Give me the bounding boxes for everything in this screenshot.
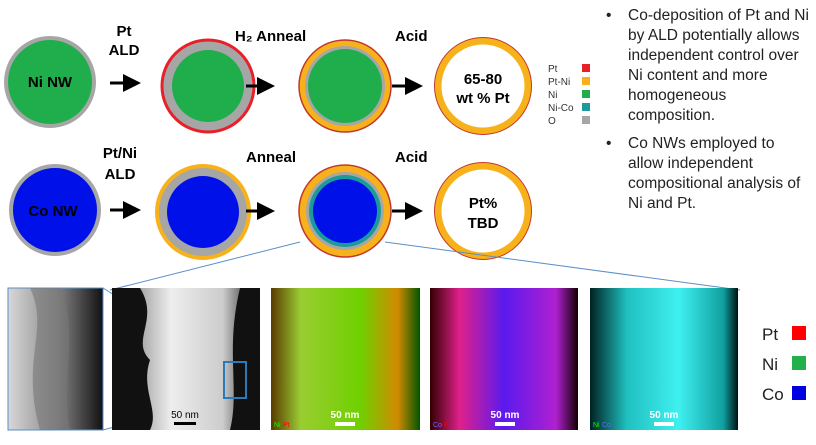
bullet-item: Co NWs employed to allow independent com… (600, 134, 812, 214)
svg-text:50 nm: 50 nm (491, 410, 520, 421)
eds-map-co-pt: 50 nm Co Pt (430, 288, 578, 430)
element-legend-item: Ni (762, 355, 806, 374)
svg-text:Ni NW: Ni NW (28, 74, 73, 91)
element-swatch (792, 386, 806, 400)
bullet-list: Co-deposition of Pt and Ni by ALD potent… (600, 6, 812, 222)
legend-swatch (582, 90, 590, 98)
svg-text:Co: Co (433, 422, 442, 429)
eds-map-ni-co: 50 nm Ni Co (590, 288, 738, 430)
row1-annealed-wire (298, 39, 392, 133)
svg-text:wt % Pt: wt % Pt (455, 90, 509, 107)
svg-text:Co: Co (602, 422, 611, 429)
svg-text:50 nm: 50 nm (171, 410, 199, 421)
element-swatch (792, 326, 806, 340)
row1-step3-label: Acid (395, 28, 428, 45)
element-swatch (792, 356, 806, 370)
eds-map-ni-pt: 50 nm Ni Pt (271, 288, 420, 430)
zoom-region-box (223, 361, 247, 399)
row1-step1-label2: ALD (109, 42, 140, 59)
element-legend-item: Pt (762, 325, 806, 344)
callout-line (109, 241, 301, 291)
row2-step3-label: Acid (395, 149, 428, 166)
row1-step2-label: H₂ Anneal (235, 28, 306, 45)
legend-swatch (582, 77, 590, 85)
svg-text:50 nm: 50 nm (650, 410, 679, 421)
legend-swatch (582, 103, 590, 111)
svg-text:Ni: Ni (593, 422, 600, 429)
legend-swatch (582, 64, 590, 72)
stem-zoom-panel (7, 287, 104, 431)
svg-text:Ni: Ni (274, 422, 281, 429)
legend-item: O (548, 116, 590, 127)
svg-text:Pt: Pt (283, 422, 290, 429)
row2-annealed-wire (298, 164, 392, 258)
svg-text:Co NW: Co NW (28, 203, 78, 220)
row2-co-nanowire: Co NW (9, 164, 101, 256)
svg-text:O: O (548, 116, 556, 127)
svg-text:Pt: Pt (444, 422, 451, 429)
svg-text:TBD: TBD (468, 215, 499, 232)
row2-step2-label: Anneal (246, 149, 296, 166)
row2-result-wire: Pt% TBD (434, 162, 532, 260)
legend-item: Ni (548, 90, 590, 101)
element-legend-item: Co (762, 385, 806, 404)
legend-item: Ni-Co (548, 103, 590, 114)
svg-text:Pt-Ni: Pt-Ni (548, 77, 570, 88)
row1-pt-ald-wire (160, 38, 256, 134)
legend-item: Pt-Ni (548, 77, 590, 88)
legend-item: Pt (548, 64, 590, 75)
svg-text:Ni: Ni (762, 355, 778, 374)
row2-ptni-ald-wire (155, 164, 251, 260)
legend-swatch (582, 116, 590, 124)
layer-legend: Pt Pt-Ni Ni Ni-Co O (548, 64, 590, 127)
row1-step1-label: Pt (117, 23, 132, 40)
row2-step1-label: Pt/Ni (103, 145, 137, 162)
svg-text:Co: Co (762, 385, 784, 404)
row1-ni-nanowire: Ni NW (4, 36, 96, 128)
svg-text:65-80: 65-80 (464, 71, 502, 88)
row1-result-wire: 65-80 wt % Pt (434, 37, 532, 135)
svg-text:Ni-Co: Ni-Co (548, 103, 574, 114)
svg-text:50 nm: 50 nm (331, 410, 360, 421)
svg-text:Pt: Pt (548, 64, 558, 75)
svg-text:Pt: Pt (762, 325, 778, 344)
bullet-item: Co-deposition of Pt and Ni by ALD potent… (600, 6, 812, 126)
row2-step1-label2: ALD (105, 166, 136, 183)
svg-text:Pt%: Pt% (469, 195, 497, 212)
svg-text:Ni: Ni (548, 90, 557, 101)
element-color-legend: Pt Ni Co (762, 325, 806, 404)
stem-image-panel: 50 nm (112, 288, 260, 430)
callout-line (384, 241, 741, 291)
